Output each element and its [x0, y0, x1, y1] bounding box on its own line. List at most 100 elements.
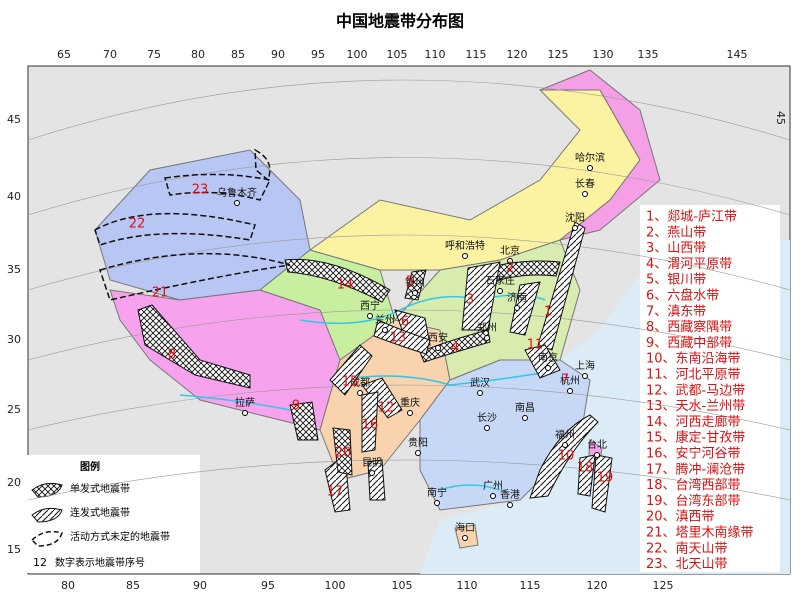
city-dot — [514, 305, 520, 311]
seismic-belt — [394, 309, 431, 346]
legend-item: 单发式地震带 — [70, 482, 130, 495]
longitude-label: 115 — [520, 579, 541, 592]
city-label: 南昌 — [515, 401, 535, 414]
city-dot — [407, 410, 413, 416]
city-label: 长沙 — [477, 412, 497, 424]
city-dot — [567, 388, 573, 394]
legend-undetermined-icon — [30, 530, 63, 547]
seismic-belt — [537, 221, 586, 351]
city-dot — [497, 288, 503, 294]
longitude-label: 90 — [193, 579, 207, 592]
belt-list-item: 10、东南沿海带 — [646, 351, 741, 367]
belt-list-item: 7、滇东带 — [646, 304, 706, 319]
longitude-label: 95 — [261, 579, 275, 592]
belt-number: 4 — [451, 341, 459, 356]
seismic-belt — [361, 391, 379, 453]
latitude-label: 25 — [7, 403, 21, 416]
belt-number: 23 — [192, 183, 209, 198]
belt-list-item: 2、燕山带 — [646, 225, 706, 240]
city-label: 长春 — [575, 178, 595, 190]
longitude-label: 70 — [103, 48, 117, 61]
city-label: 杭州 — [560, 374, 580, 387]
provinces — [94, 69, 661, 549]
seismic-belt — [289, 401, 319, 441]
belt-list-item: 5、银川带 — [646, 273, 706, 288]
belt-list-item: 8、西藏察隅带 — [646, 320, 732, 335]
longitude-label: 75 — [147, 48, 161, 61]
city-dot — [462, 535, 468, 541]
seismic-belt — [509, 281, 541, 336]
city-dot — [522, 415, 528, 421]
longitude-label: 125 — [548, 48, 569, 61]
undetermined-belt — [94, 212, 256, 246]
longitude-label: 85 — [231, 48, 245, 61]
belt-list-box — [640, 205, 780, 572]
belt-list-item: 20、滇西带 — [646, 510, 715, 525]
longitude-label: 120 — [507, 48, 528, 61]
city-label: 北京 — [500, 244, 520, 257]
latitude-label: 20 — [7, 476, 21, 489]
river — [339, 369, 561, 386]
belt-list-item: 22、南天山带 — [646, 540, 728, 556]
city-label: 西宁 — [360, 299, 380, 312]
city-dot — [507, 258, 513, 264]
city-label: 重庆 — [400, 396, 420, 409]
city-label: 呼和浩特 — [445, 240, 485, 252]
belt-number: 2 — [506, 261, 514, 276]
belt-list-item: 17、腾冲-澜沧带 — [646, 461, 745, 477]
city-label: 济南 — [507, 291, 527, 304]
city-label: 沈阳 — [565, 211, 585, 224]
city-dot — [242, 410, 248, 416]
city-label: 贵阳 — [408, 436, 428, 449]
city-dot — [572, 225, 578, 231]
belt-list-item: 11、河北平原带 — [646, 368, 741, 383]
belt-list-item: 13、天水-兰州带 — [646, 399, 745, 414]
seismic-belt — [479, 260, 561, 285]
latitude-label: 40 — [7, 190, 21, 203]
city-label: 武汉 — [470, 376, 490, 389]
belt-list-item: 18、台湾西部带 — [646, 477, 741, 493]
undetermined-belt — [99, 252, 291, 301]
belt-number: 6 — [401, 315, 409, 330]
river — [179, 394, 291, 411]
latitude-label: 30 — [7, 333, 21, 346]
longitude-label: 80 — [191, 48, 205, 61]
legend-title: 图例 — [80, 460, 100, 473]
city-dot — [369, 470, 375, 476]
seismic-belt — [404, 269, 427, 301]
city-label: 昆明 — [362, 457, 382, 469]
latitude-label: 35 — [7, 263, 21, 276]
city-dot — [234, 200, 240, 206]
city-dot — [545, 365, 551, 371]
city-dot — [412, 290, 418, 296]
belt-list-item: 15、康定-甘孜带 — [646, 430, 745, 446]
belt-number: 3 — [466, 293, 474, 308]
seismic-belt — [529, 414, 599, 499]
legend-item: 连发式地震带 — [70, 506, 130, 519]
city-dot — [435, 345, 441, 351]
belt-list-item: 23、北天山带 — [646, 557, 728, 572]
city-dot — [587, 165, 593, 171]
legend-item: 活动方式未定的地震带 — [70, 530, 170, 543]
longitude-label: 110 — [457, 579, 478, 592]
belt-list-item: 14、河西走廊带 — [646, 414, 741, 430]
longitude-label: 80 — [61, 579, 75, 592]
belt-list-item: 9、西藏中部带 — [646, 336, 732, 351]
city-label: 乌鲁木齐 — [217, 186, 257, 199]
longitude-label: 100 — [325, 579, 346, 592]
longitude-label: 145 — [727, 48, 748, 61]
city-dot — [434, 500, 440, 506]
city-label: 台北 — [587, 438, 607, 451]
seismic-belt — [591, 454, 613, 513]
longitude-label: 110 — [425, 48, 446, 61]
legend-number-sample: 12 — [33, 556, 47, 569]
seismic-belt — [367, 459, 386, 501]
belt-list-item: 1、郯城-庐江带 — [646, 210, 737, 225]
longitude-label: 115 — [466, 48, 487, 61]
belt-number: 18 — [577, 461, 594, 476]
seismic-belt — [329, 344, 373, 396]
seismic-belt — [137, 304, 251, 389]
graticule-line — [27, 459, 791, 501]
graticule-line — [27, 309, 791, 361]
city-dot — [415, 450, 421, 456]
